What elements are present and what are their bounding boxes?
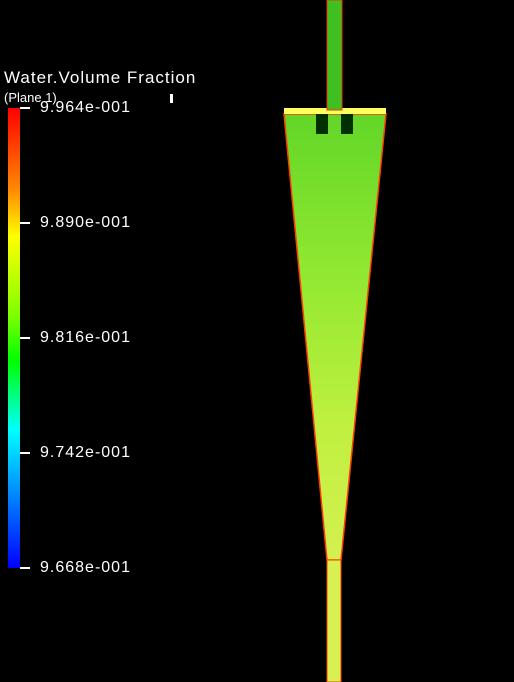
vortex-finder-gap-left	[316, 114, 328, 134]
vortex-finder-gap-right	[341, 114, 353, 134]
stray-tick	[170, 94, 173, 103]
overflow-pipe	[327, 0, 342, 110]
underflow-pipe	[327, 560, 341, 682]
hydrocyclone-cone	[284, 114, 386, 560]
cfd-contour-plot	[0, 0, 514, 682]
